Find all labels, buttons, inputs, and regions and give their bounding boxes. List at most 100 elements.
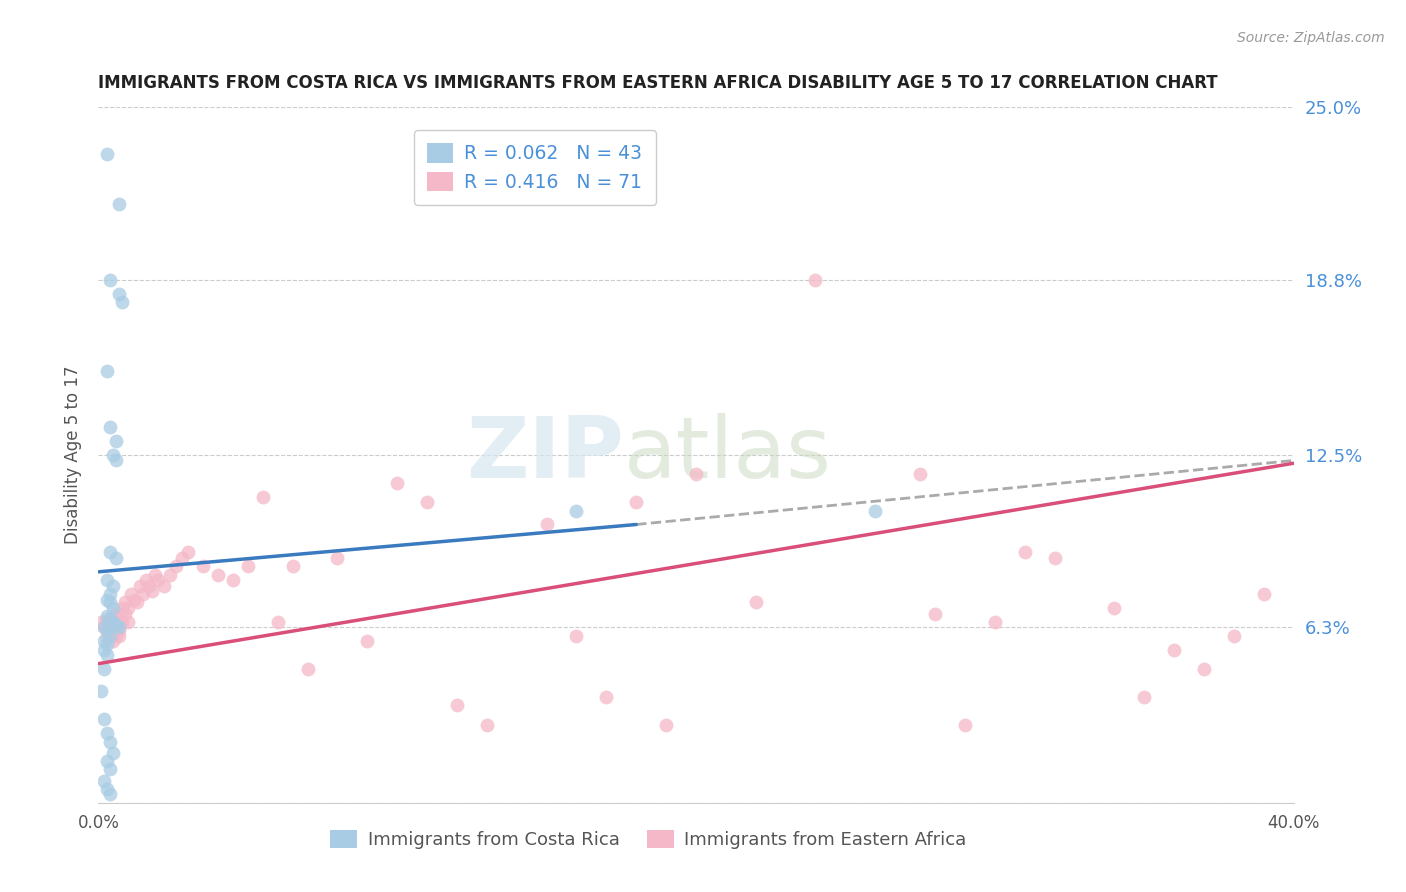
Point [127,595,149,609]
Point [207,567,229,582]
Point [117,601,139,615]
Text: atlas: atlas [624,413,832,497]
Point [446,698,468,713]
Point [96,637,118,651]
Point [105,434,128,448]
Point [90,684,112,698]
Point [108,624,131,638]
Text: ZIP: ZIP [467,413,624,497]
Point [108,197,131,211]
Y-axis label: Disability Age 5 to 17: Disability Age 5 to 17 [65,366,83,544]
Point [1192,662,1215,676]
Point [93,642,115,657]
Point [908,467,931,482]
Point [103,609,125,624]
Point [111,601,134,615]
Point [98,615,122,629]
Point [655,718,678,732]
Point [105,607,128,621]
Point [129,579,152,593]
Point [475,718,498,732]
Point [105,550,128,565]
Point [177,545,200,559]
Point [98,629,122,643]
Point [90,615,112,629]
Point [953,718,976,732]
Point [96,781,118,796]
Point [159,567,181,582]
Point [105,620,128,634]
Point [96,147,118,161]
Point [745,595,768,609]
Point [267,615,290,629]
Point [117,615,139,629]
Point [222,573,245,587]
Point [96,754,118,768]
Point [1163,642,1185,657]
Point [108,629,131,643]
Point [96,609,118,624]
Point [114,607,136,621]
Point [191,559,214,574]
Point [96,364,118,378]
Legend: Immigrants from Costa Rica, Immigrants from Eastern Africa: Immigrants from Costa Rica, Immigrants f… [319,819,977,860]
Point [120,587,142,601]
Point [96,726,118,740]
Point [153,579,176,593]
Point [93,662,115,676]
Point [595,690,617,704]
Text: Source: ZipAtlas.com: Source: ZipAtlas.com [1237,31,1385,45]
Point [103,629,125,643]
Point [105,617,128,632]
Point [924,607,946,621]
Point [105,629,128,643]
Point [685,467,707,482]
Point [98,788,122,802]
Point [103,746,125,760]
Point [103,579,125,593]
Point [96,648,118,663]
Point [135,573,157,587]
Point [297,662,319,676]
Point [148,573,170,587]
Point [416,495,439,509]
Point [103,601,125,615]
Point [1253,587,1275,601]
Point [93,620,115,634]
Point [98,734,122,748]
Point [98,612,122,626]
Point [105,453,128,467]
Point [984,615,1007,629]
Point [1104,601,1126,615]
Text: IMMIGRANTS FROM COSTA RICA VS IMMIGRANTS FROM EASTERN AFRICA DISABILITY AGE 5 TO: IMMIGRANTS FROM COSTA RICA VS IMMIGRANTS… [98,74,1218,92]
Point [108,607,131,621]
Point [385,475,409,490]
Point [1133,690,1156,704]
Point [96,612,118,626]
Point [98,763,122,777]
Point [804,272,827,286]
Point [98,595,122,609]
Point [565,503,588,517]
Point [111,615,134,629]
Point [536,517,558,532]
Point [114,595,136,609]
Point [98,545,122,559]
Point [108,286,131,301]
Point [132,587,155,601]
Point [93,712,115,726]
Point [326,550,349,565]
Point [98,420,122,434]
Point [865,503,887,517]
Point [356,634,378,648]
Point [141,584,163,599]
Point [96,629,118,643]
Point [252,490,274,504]
Point [93,773,115,788]
Point [124,592,146,607]
Point [138,579,160,593]
Point [96,624,118,638]
Point [96,592,118,607]
Point [98,624,122,638]
Point [108,615,131,629]
